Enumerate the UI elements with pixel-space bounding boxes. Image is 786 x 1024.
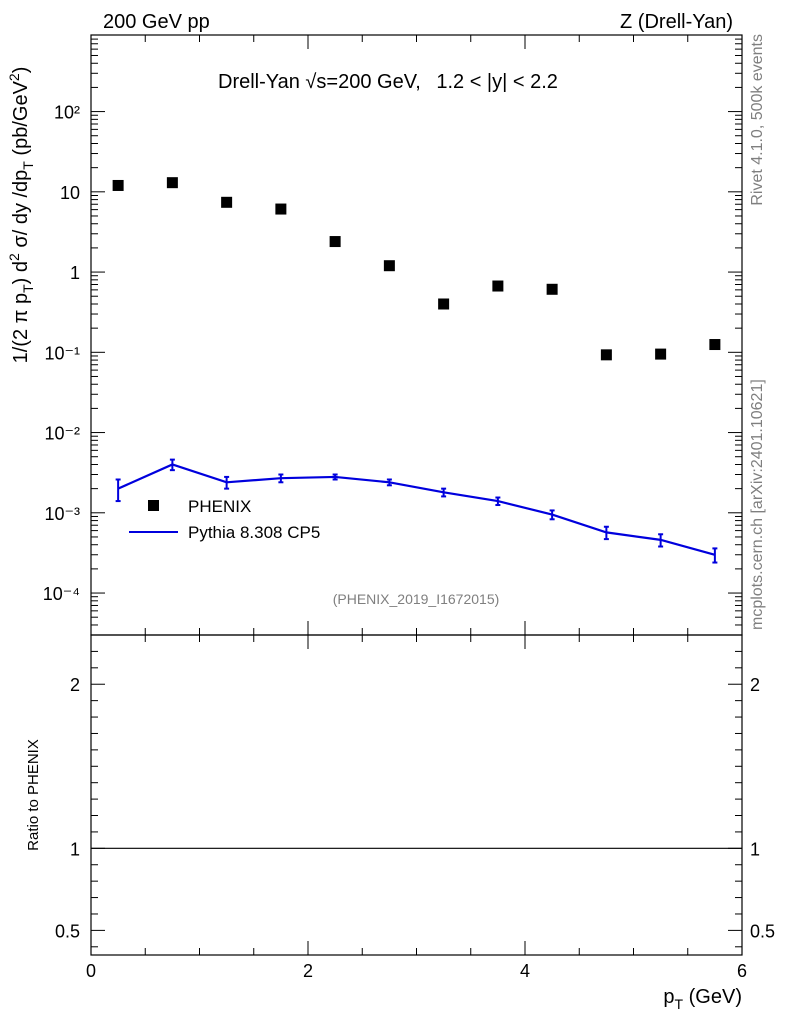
phenix-point [221,196,233,208]
ratio-tick-label-right: 2 [750,675,760,695]
x-tick-label: 6 [737,961,747,981]
phenix-point [383,260,395,272]
phenix-point [166,177,178,189]
legend-marker-phenix [148,500,159,511]
phenix-point [329,236,341,248]
phenix-point [438,298,450,310]
y-tick-label: 10² [54,103,80,123]
x-axis-label: pT (GeV) [663,986,742,1012]
header-right: Z (Drell-Yan) [620,11,733,33]
title-cut: 1.2 < |y| < 2.2 [436,71,558,93]
y-tick-label: 1 [70,263,80,283]
legend: PHENIX Pythia 8.308 CP5 [129,497,320,542]
plot-title: Drell-Yan √s=200 GeV, 1.2 < |y| < 2.2 [218,71,558,93]
x-tick-label: 4 [520,961,530,981]
phenix-point [546,283,558,295]
phenix-point [709,339,721,351]
phenix-point [275,203,287,215]
ratio-tick-label-right: 0.5 [750,921,775,941]
phenix-point [112,179,124,191]
x-tick-label: 2 [303,961,313,981]
y-axis-label: 1/(2 π pT) d2 σ/ dy /dpT (pb/GeV2) [6,67,36,364]
phenix-point [492,280,504,292]
ratio-tick-label: 1 [70,839,80,859]
y-tick-label: 10⁻¹ [44,343,80,363]
main-axis-ticks: 10⁻⁴ 10⁻³ 10⁻² 10⁻¹ 1 10 10² [43,34,743,636]
rivet-label: Rivet 4.1.0, 500k events [749,34,766,206]
header-left: 200 GeV pp [103,11,210,33]
ratio-frame [90,634,743,956]
title-prefix: Drell-Yan √s=200 GeV, [218,71,421,93]
legend-label-pythia: Pythia 8.308 CP5 [188,523,320,542]
y-tick-label: 10⁻³ [44,504,80,524]
ratio-tick-label: 0.5 [55,921,80,941]
analysis-watermark: (PHENIX_2019_I1672015) [333,591,500,607]
ratio-tick-label-right: 1 [750,839,760,859]
y-tick-label: 10⁻⁴ [43,584,80,604]
pythia-series [115,458,718,564]
ratio-axis-ticks: 0 2 4 60.5 0.51 12 2 [55,634,775,981]
mcplots-label: mcplots.cern.ch [arXiv:2401.10621] [749,379,766,630]
y-tick-label: 10⁻² [44,424,80,444]
phenix-point [655,348,667,360]
main-frame [90,34,743,636]
pythia-line [117,463,716,556]
ratio-y-label: Ratio to PHENIX [25,739,42,851]
ratio-tick-label: 2 [70,675,80,695]
y-tick-label: 10 [60,183,80,203]
x-tick-label: 0 [86,961,96,981]
legend-label-phenix: PHENIX [188,497,251,516]
phenix-point [600,349,612,361]
phenix-series [112,177,721,361]
